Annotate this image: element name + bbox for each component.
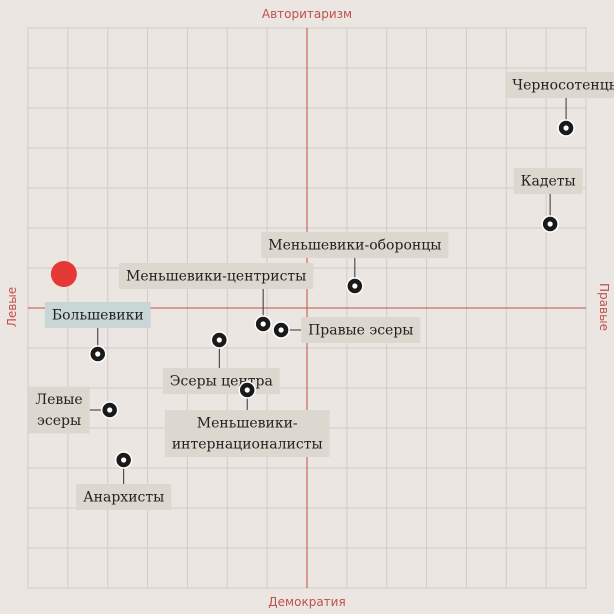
point-label: Анархисты <box>83 490 164 506</box>
point-label-box <box>76 484 172 510</box>
axis-title-left: Левые <box>5 287 19 327</box>
user-position-marker <box>50 261 77 287</box>
point-label: Черносотенцы <box>512 78 614 94</box>
point-anarkhisty: Анархисты <box>76 451 172 510</box>
point-label: Большевики <box>52 308 144 324</box>
point-marker-center <box>352 283 358 289</box>
point-mensheviki-tsentristy: Меньшевики-центристы <box>119 263 314 333</box>
point-label: Правые эсеры <box>308 323 413 339</box>
point-label-box <box>513 168 583 194</box>
point-label-box <box>162 368 280 394</box>
point-label: Меньшевики-центристы <box>126 269 306 285</box>
point-label: Меньшевики-интернационалисты <box>172 416 323 453</box>
point-marker-center <box>107 407 113 413</box>
point-marker-center <box>95 351 101 357</box>
point-mensheviki-internatsionalisty: Меньшевики-интернационалисты <box>164 381 330 457</box>
point-label-box <box>119 263 314 289</box>
point-chernosotentsy: Черносотенцы <box>505 72 614 137</box>
axis-title-top: Авторитаризм <box>262 7 352 21</box>
point-label-box <box>44 302 151 328</box>
point-bolsheviki: Большевики <box>44 302 151 363</box>
point-marker-center <box>563 125 569 131</box>
point-label-box <box>28 386 90 434</box>
point-pravye-esery: Правые эсеры <box>272 317 421 343</box>
point-label-box <box>301 317 421 343</box>
axis-title-bottom: Демократия <box>268 595 345 609</box>
point-label: Меньшевики-оборонцы <box>268 238 441 254</box>
chart-points: Черносотенцы Кадеты Меньшевики-оборонцы Мен… <box>28 72 614 510</box>
axis-title-right: Правые <box>597 283 611 331</box>
point-marker-center <box>278 327 284 333</box>
point-marker-center <box>260 321 266 327</box>
point-label: Кадеты <box>521 174 576 190</box>
point-label-box <box>261 232 449 258</box>
point-label: Эсеры центра <box>170 374 273 390</box>
point-marker-center <box>121 457 127 463</box>
point-label-box <box>505 72 614 98</box>
point-label-box <box>164 410 330 457</box>
point-levye-esery: Левые эсеры <box>28 386 119 434</box>
point-marker-center <box>216 337 222 343</box>
point-esery-tsentra: Эсеры центра <box>162 331 280 394</box>
point-label: Левые эсеры <box>35 392 82 429</box>
point-marker-center <box>244 387 250 393</box>
point-marker-center <box>547 221 553 227</box>
point-mensheviki-oborontsy: Меньшевики-оборонцы <box>261 232 449 295</box>
point-kadety: Кадеты <box>513 168 583 233</box>
